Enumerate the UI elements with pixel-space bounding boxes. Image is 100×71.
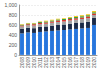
svg-text:2008: 2008	[19, 56, 25, 68]
svg-text:2015: 2015	[61, 56, 67, 68]
svg-text:2011: 2011	[37, 56, 43, 68]
svg-text:2013: 2013	[49, 56, 55, 68]
svg-text:2018: 2018	[79, 56, 85, 68]
svg-text:2020: 2020	[91, 57, 97, 68]
svg-text:2019: 2019	[85, 56, 91, 68]
svg-text:0: 0	[14, 52, 17, 58]
svg-text:600: 600	[9, 22, 18, 28]
svg-text:400: 400	[9, 32, 18, 38]
svg-text:2017: 2017	[73, 56, 79, 68]
svg-text:2012: 2012	[43, 56, 49, 68]
svg-text:800: 800	[9, 12, 18, 18]
svg-text:2016: 2016	[67, 56, 73, 68]
svg-text:2010: 2010	[31, 56, 37, 68]
svg-text:1,000: 1,000	[4, 2, 17, 8]
svg-text:2009: 2009	[25, 56, 31, 68]
svg-text:2014: 2014	[55, 56, 61, 68]
svg-text:200: 200	[9, 42, 18, 48]
